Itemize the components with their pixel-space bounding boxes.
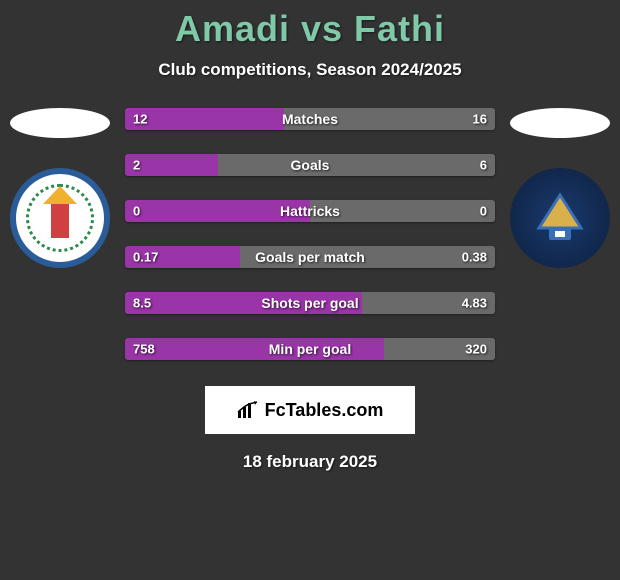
stat-label: Matches [282, 111, 338, 127]
stat-label: Min per goal [269, 341, 351, 357]
stat-row: 758 320 Min per goal [125, 338, 495, 360]
stat-label: Hattricks [280, 203, 340, 219]
stat-right-value: 320 [465, 342, 487, 357]
stat-right-value: 0 [480, 204, 487, 219]
torch-icon [51, 198, 69, 238]
stat-label: Shots per goal [261, 295, 358, 311]
brand-chart-icon [237, 401, 259, 419]
stat-left-value: 2 [133, 158, 140, 173]
stat-right-value: 16 [473, 112, 487, 127]
stat-left-value: 758 [133, 342, 155, 357]
date-text: 18 february 2025 [0, 452, 620, 472]
stat-bar-right-seg [218, 154, 496, 176]
stat-left-value: 8.5 [133, 296, 151, 311]
stat-label: Goals per match [255, 249, 365, 265]
brand-box[interactable]: FcTables.com [205, 386, 415, 434]
club-badge-right [510, 168, 610, 268]
club-badge-left [10, 168, 110, 268]
player-photo-placeholder-right [510, 108, 610, 138]
stat-row: 8.5 4.83 Shots per goal [125, 292, 495, 314]
stat-left-value: 12 [133, 112, 147, 127]
stat-row: 0 0 Hattricks [125, 200, 495, 222]
stat-right-value: 0.38 [462, 250, 487, 265]
stat-right-value: 6 [480, 158, 487, 173]
left-player-column [0, 108, 120, 268]
comparison-panel: 12 16 Matches 2 6 Goals 0 0 Hattricks 0.17 0.38 Goa… [0, 108, 620, 360]
stat-left-value: 0.17 [133, 250, 158, 265]
stat-row: 0.17 0.38 Goals per match [125, 246, 495, 268]
stat-row: 12 16 Matches [125, 108, 495, 130]
stat-bars: 12 16 Matches 2 6 Goals 0 0 Hattricks 0.17 0.38 Goa… [125, 108, 495, 360]
player-photo-placeholder-left [10, 108, 110, 138]
right-player-column [500, 108, 620, 268]
page-subtitle: Club competitions, Season 2024/2025 [0, 60, 620, 80]
stat-right-value: 4.83 [462, 296, 487, 311]
stat-row: 2 6 Goals [125, 154, 495, 176]
stat-label: Goals [291, 157, 330, 173]
brand-text: FcTables.com [265, 400, 384, 421]
stat-left-value: 0 [133, 204, 140, 219]
stat-bar-left-seg [125, 108, 284, 130]
page-title: Amadi vs Fathi [0, 0, 620, 50]
pyramids-icon [525, 183, 595, 253]
